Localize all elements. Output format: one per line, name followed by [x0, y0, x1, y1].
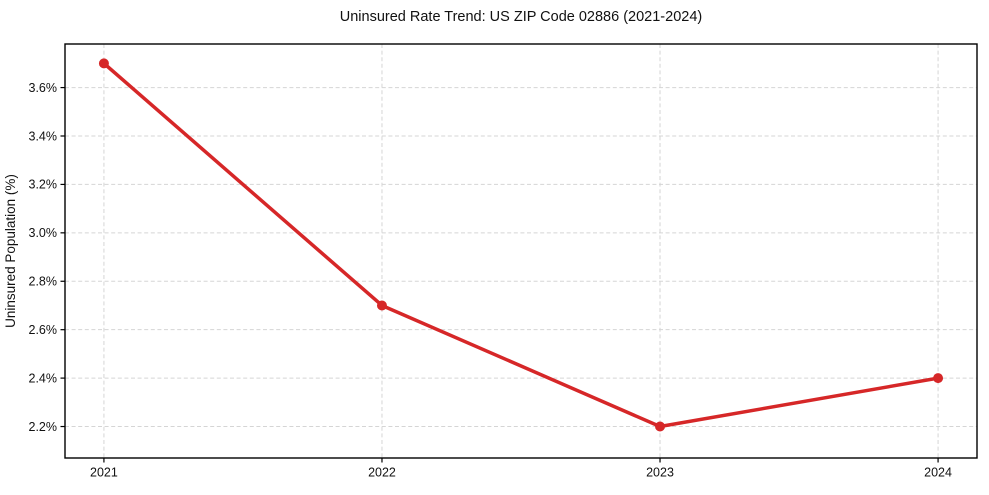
trend-line [102, 61, 940, 429]
y-tick-label: 3.2% [29, 178, 58, 192]
y-tick-label: 2.6% [29, 323, 58, 337]
x-tick-label: 2022 [368, 466, 396, 480]
data-point-2024 [933, 373, 944, 384]
y-tick-label: 3.4% [29, 129, 58, 143]
plot-area: 2.2% 2.4% 2.6% 2.8% 3.0% 3.2% 3.4% 3.6% 2021 2022… [29, 43, 978, 480]
y-tick-label: 2.2% [29, 420, 58, 434]
y-tick-label: 3.6% [29, 81, 58, 95]
y-tick-label: 3.0% [29, 226, 58, 240]
data-point-2023 [655, 421, 666, 432]
y-axis-title: Uninsured Population (%) [3, 174, 18, 328]
data-point-2022 [376, 300, 387, 311]
plot-border [64, 43, 978, 459]
x-tick-label: 2024 [924, 466, 952, 480]
chart-title: Uninsured Rate Trend: US ZIP Code 02886 … [340, 9, 702, 25]
y-tick-label: 2.8% [29, 275, 58, 289]
x-tick-label: 2023 [646, 466, 674, 480]
y-tick-label: 2.4% [29, 371, 58, 385]
data-point-2021 [98, 58, 109, 69]
x-tick-label: 2021 [90, 466, 118, 480]
